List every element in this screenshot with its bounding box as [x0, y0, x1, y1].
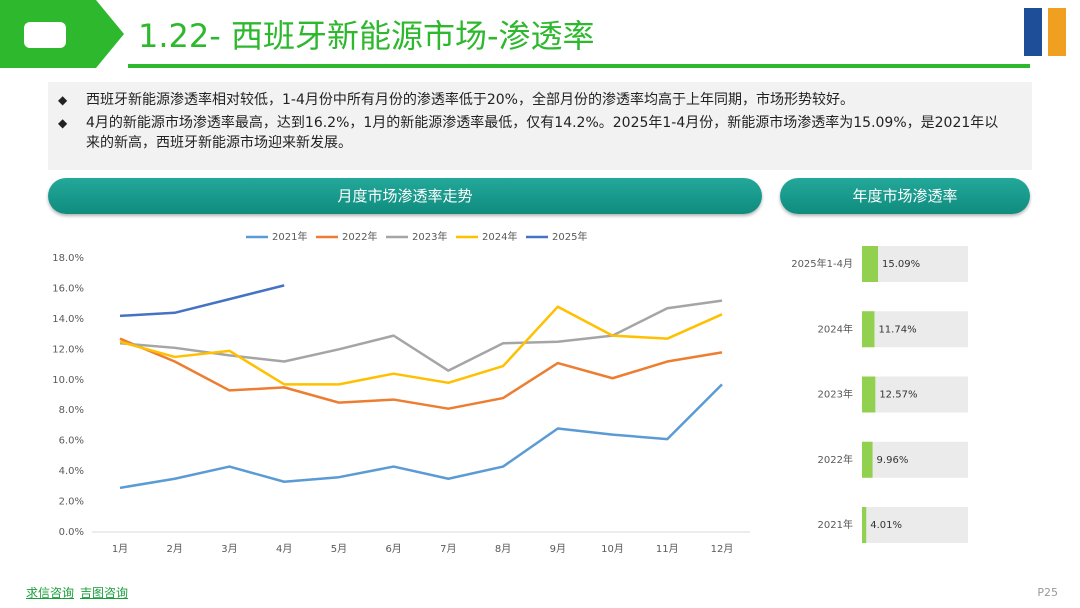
bar-track	[862, 246, 968, 282]
bar	[862, 311, 875, 348]
value-label: 15.09%	[882, 259, 920, 270]
category-label: 2022年	[818, 453, 853, 466]
y-tick-label: 18.0%	[52, 253, 84, 264]
x-tick-label: 9月	[550, 543, 566, 555]
y-tick-label: 14.0%	[52, 314, 84, 325]
legend-label: 2025年	[552, 230, 587, 243]
category-label: 2024年	[818, 322, 853, 335]
legend-label: 2023年	[412, 230, 447, 243]
x-tick-label: 1月	[112, 543, 128, 555]
series-line	[119, 299, 723, 372]
bar	[862, 441, 873, 478]
value-label: 11.74%	[878, 324, 916, 335]
legend-label: 2024年	[482, 230, 517, 243]
bar	[862, 376, 876, 413]
bullet: 西班牙新能源渗透率相对较低，1-4月份中所有月份的渗透率低于20%，全部月份的渗…	[58, 90, 1012, 110]
value-label: 9.96%	[877, 455, 909, 466]
y-tick-label: 16.0%	[52, 283, 84, 294]
x-tick-label: 7月	[440, 543, 456, 555]
y-tick-label: 12.0%	[52, 344, 84, 355]
x-tick-label: 8月	[495, 543, 511, 555]
series-line	[119, 284, 285, 318]
header-rule	[128, 64, 1030, 68]
legend-label: 2022年	[342, 230, 377, 243]
bullet-box: 西班牙新能源渗透率相对较低，1-4月份中所有月份的渗透率低于20%，全部月份的渗…	[48, 82, 1032, 170]
series-line	[119, 337, 723, 410]
y-tick-label: 6.0%	[59, 436, 84, 447]
category-label: 2025年1-4月	[791, 257, 853, 270]
value-label: 12.57%	[879, 390, 917, 401]
bullet: 4月的新能源市场渗透率最高，达到16.2%，1月的新能源渗透率最低，仅有14.2…	[58, 113, 1012, 153]
page-number: P25	[1037, 586, 1058, 599]
footer-link[interactable]: 求信咨询	[26, 586, 75, 600]
logo-left	[1024, 8, 1042, 56]
x-tick-label: 3月	[221, 543, 237, 555]
footer-link[interactable]: 吉图咨询	[80, 586, 129, 600]
value-label: 4.01%	[870, 520, 902, 531]
y-tick-label: 4.0%	[59, 466, 84, 477]
x-tick-label: 10月	[601, 543, 624, 555]
footer: 求信咨询 吉图咨询	[26, 584, 134, 601]
car-icon	[24, 22, 66, 48]
x-tick-label: 11月	[656, 543, 679, 555]
bar	[862, 246, 878, 282]
bar-track	[862, 311, 968, 348]
series-line	[119, 305, 723, 386]
page-title: 1.22- 西班牙新能源市场-渗透率	[138, 17, 595, 55]
bar-track	[862, 376, 968, 413]
bar-chart-title: 年度市场渗透率	[780, 178, 1030, 214]
x-tick-label: 12月	[711, 543, 734, 555]
bar-track	[862, 507, 968, 543]
x-tick-label: 6月	[385, 543, 401, 555]
y-tick-label: 10.0%	[52, 375, 84, 386]
y-tick-label: 2.0%	[59, 497, 84, 508]
category-label: 2023年	[818, 388, 853, 401]
bar	[862, 507, 867, 543]
legend-label: 2021年	[272, 230, 307, 243]
series-line	[119, 383, 723, 490]
x-tick-label: 4月	[276, 543, 292, 555]
y-tick-label: 8.0%	[59, 405, 84, 416]
bar-track	[862, 441, 968, 478]
x-tick-label: 2月	[167, 543, 183, 555]
header-stripe	[96, 0, 136, 68]
y-tick-label: 0.0%	[59, 527, 84, 538]
category-label: 2021年	[818, 518, 853, 531]
logo-right	[1048, 8, 1066, 56]
x-tick-label: 5月	[331, 543, 347, 555]
line-chart-title: 月度市场渗透率走势	[48, 178, 762, 214]
